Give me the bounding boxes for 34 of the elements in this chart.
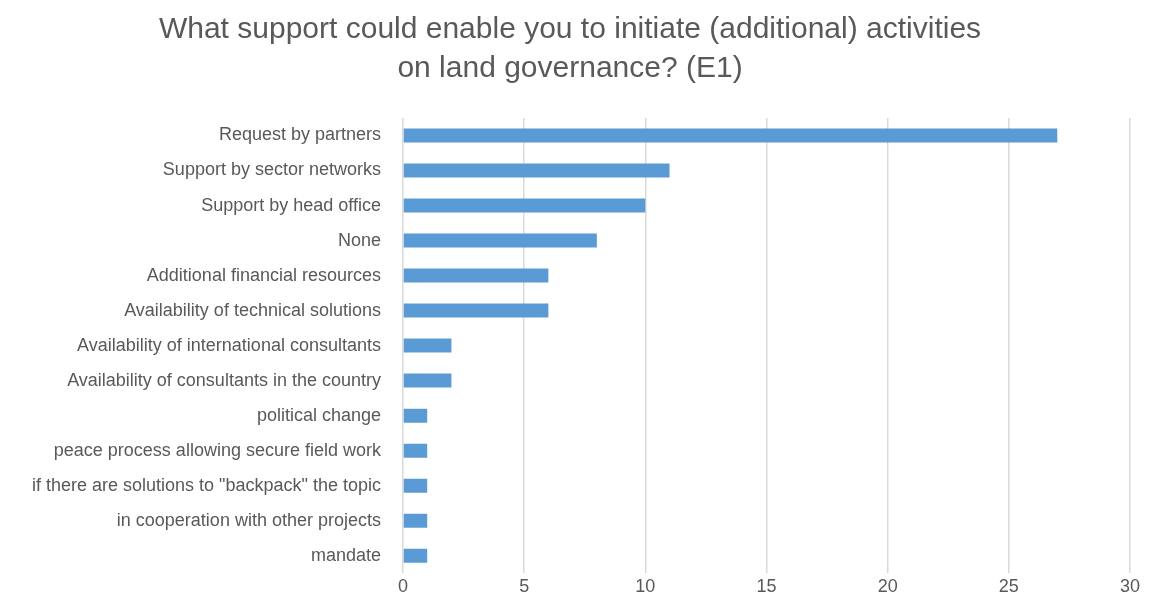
x-tick-label: 30: [1119, 575, 1141, 596]
y-tick-label: Availability of international consultants: [77, 334, 381, 355]
bar: [403, 478, 428, 493]
y-tick-label: Availability of consultants in the country: [67, 369, 381, 390]
x-tick-label: 20: [877, 575, 898, 596]
y-tick-label: None: [337, 229, 381, 250]
x-tick-label: 5: [519, 575, 530, 596]
y-tick-label: Support by sector networks: [162, 159, 381, 180]
bar: [403, 303, 549, 318]
y-tick-label: Request by partners: [218, 124, 381, 145]
y-tick-label: if there are solutions to "backpack" the topic: [31, 474, 381, 495]
bar: [403, 233, 597, 248]
y-tick-label: political change: [256, 404, 381, 425]
bar: [403, 513, 428, 528]
y-tick-label: Support by head office: [201, 194, 381, 215]
bar: [403, 548, 428, 563]
x-tick-label: 10: [635, 575, 656, 596]
y-tick-label: Availability of technical solutions: [124, 299, 381, 320]
y-tick-label: mandate: [310, 544, 381, 565]
x-tick-label: 15: [756, 575, 777, 596]
bar: [403, 408, 428, 423]
bar: [403, 373, 452, 388]
chart-title: What support could enable you to initiate (additional) activities on land governance? (E1): [158, 10, 982, 83]
bar: [403, 128, 1058, 143]
y-tick-label: Additional financial resources: [146, 264, 381, 285]
bar: [403, 198, 646, 213]
y-tick-label: peace process allowing secure field work: [53, 439, 382, 460]
x-tick-label: 0: [397, 575, 408, 596]
bar: [403, 268, 549, 283]
x-tick-label: 25: [998, 575, 1019, 596]
bar: [403, 443, 428, 458]
bar: [403, 163, 670, 178]
bar: [403, 338, 452, 353]
y-tick-label: in cooperation with other projects: [116, 509, 381, 530]
